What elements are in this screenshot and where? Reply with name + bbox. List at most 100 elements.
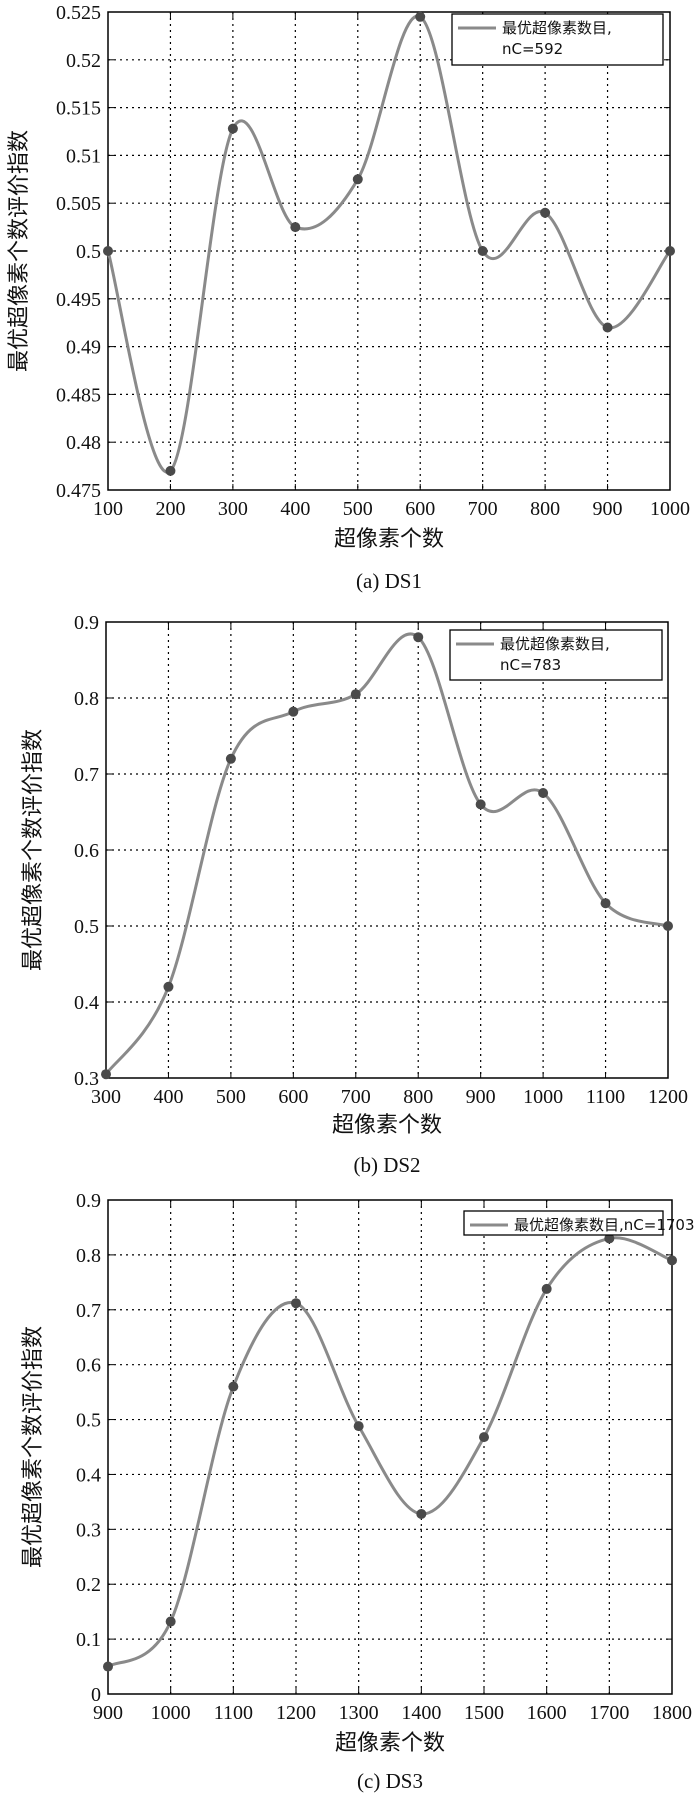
y-axis-label: 最优超像素个数评价指数 (21, 729, 46, 971)
data-point (475, 799, 486, 810)
x-tick-label: 400 (153, 1086, 183, 1108)
y-tick-label: 0.4 (76, 1464, 101, 1486)
y-tick-label: 0.515 (56, 98, 101, 120)
legend-label: nC=783 (500, 656, 561, 674)
y-tick-label: 0.5 (76, 241, 101, 263)
chart-panel-3: 900 1000 1100 1200 1300 1400 1500 1600 1700 1800 0… (21, 1190, 695, 1793)
y-axis-label: 最优超像素个数评价指数 (21, 1326, 46, 1568)
data-point (165, 465, 176, 476)
data-point (352, 174, 363, 185)
y-tick-label: 0.52 (66, 50, 101, 72)
legend-label: nC=592 (502, 40, 563, 58)
x-tick-label: 700 (468, 498, 498, 520)
series-line (104, 632, 669, 1076)
legend-box (449, 629, 663, 681)
chart-panel-2: 300 400 500 600 700 800 900 1000 1100 1200 0.3 0.4 0… (21, 612, 688, 1177)
x-tick-label: 800 (530, 498, 560, 520)
x-tick-label: 200 (155, 498, 185, 520)
x-tick-label: 900 (466, 1086, 496, 1108)
y-tick-label: 0.51 (66, 145, 101, 167)
data-point (540, 207, 551, 218)
x-tick-label: 1200 (648, 1086, 688, 1108)
y-tick-label: 0.1 (76, 1629, 101, 1651)
y-tick-label: 0.49 (66, 337, 101, 359)
data-point (667, 1255, 677, 1266)
x-tick-label: 1600 (527, 1702, 567, 1724)
y-tick-label: 0.5 (76, 1410, 101, 1432)
data-point (600, 898, 611, 909)
y-tick-label: 0.525 (56, 2, 101, 24)
y-tick-label: 0.7 (76, 1300, 101, 1322)
y-tick-label: 0.485 (56, 384, 101, 406)
x-tick-label: 600 (405, 498, 435, 520)
data-point (353, 1421, 364, 1432)
x-tick-label: 700 (341, 1086, 371, 1108)
x-tick-label: 1500 (464, 1702, 504, 1724)
x-tick-label: 300 (218, 498, 248, 520)
y-tick-label: 0.7 (74, 764, 99, 786)
y-tick-label: 0.3 (74, 1068, 99, 1090)
x-tick-label: 900 (93, 1702, 123, 1724)
y-tick-label: 0.6 (74, 840, 99, 862)
data-point (101, 1069, 111, 1080)
x-tick-label: 800 (403, 1086, 433, 1108)
data-point (416, 1508, 427, 1519)
data-point (288, 706, 299, 717)
chart-caption: (a) DS1 (356, 569, 422, 593)
axes-frame (105, 621, 669, 1079)
legend-label: 最优超像素数目,nC=1703 (514, 1216, 695, 1234)
x-tick-label: 400 (280, 498, 310, 520)
y-tick-label: 0.2 (76, 1574, 101, 1596)
x-tick-label: 1200 (276, 1702, 316, 1724)
x-tick-label: 1000 (151, 1702, 191, 1724)
y-tick-label: 0.505 (56, 193, 101, 215)
x-tick-label: 1000 (523, 1086, 563, 1108)
data-point (225, 753, 236, 764)
legend-label: 最优超像素数目, (500, 635, 610, 653)
x-tick-label: 500 (216, 1086, 246, 1108)
y-tick-label: 0.8 (74, 688, 99, 710)
x-tick-label: 1100 (214, 1702, 253, 1724)
data-point (228, 1381, 239, 1392)
data-point (479, 1432, 489, 1443)
y-tick-label: 0.9 (74, 612, 99, 634)
data-point (602, 322, 613, 333)
y-tick-label: 0.9 (76, 1190, 101, 1212)
data-point (163, 981, 174, 992)
x-axis-label: 超像素个数 (334, 527, 444, 552)
legend-box (463, 1210, 664, 1236)
data-point (103, 246, 113, 256)
y-tick-label: 0.3 (76, 1519, 101, 1541)
x-tick-label: 600 (278, 1086, 308, 1108)
x-tick-label: 1100 (586, 1086, 625, 1108)
chart-caption: (b) DS2 (353, 1153, 420, 1177)
y-tick-label: 0.475 (56, 480, 101, 502)
data-point (291, 1298, 301, 1309)
series-line (106, 14, 672, 474)
data-point (290, 222, 301, 233)
y-tick-label: 0.495 (56, 289, 101, 311)
data-point (663, 921, 673, 931)
data-point (350, 689, 361, 700)
data-point (103, 1661, 113, 1672)
data-point (604, 1233, 615, 1244)
series-line (107, 1236, 673, 1668)
x-tick-label: 500 (343, 498, 373, 520)
x-tick-label: 1000 (650, 498, 690, 520)
legend-box (451, 13, 664, 66)
chart-panel-1: 100 200 300 400 500 600 700 800 900 1000 0.475 0.48… (7, 2, 690, 593)
x-tick-label: 100 (93, 498, 123, 520)
data-point (477, 246, 488, 256)
x-tick-label: 1300 (339, 1702, 379, 1724)
y-tick-label: 0.4 (74, 992, 99, 1014)
data-point (413, 632, 424, 643)
x-tick-label: 1700 (589, 1702, 629, 1724)
data-point (538, 788, 549, 798)
x-tick-label: 1400 (401, 1702, 441, 1724)
data-point (541, 1283, 552, 1294)
y-tick-label: 0 (91, 1684, 101, 1706)
x-axis-label: 超像素个数 (332, 1113, 442, 1138)
x-axis-label: 超像素个数 (335, 1731, 445, 1756)
axes-frame (107, 1199, 673, 1695)
